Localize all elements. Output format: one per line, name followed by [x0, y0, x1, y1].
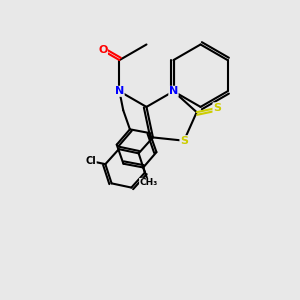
Text: N: N	[169, 86, 178, 96]
Text: N: N	[115, 86, 124, 96]
Text: O: O	[98, 45, 107, 56]
Text: S: S	[213, 103, 221, 113]
Text: CH₃: CH₃	[140, 178, 158, 188]
Text: Cl: Cl	[85, 156, 96, 166]
Text: S: S	[180, 136, 188, 146]
